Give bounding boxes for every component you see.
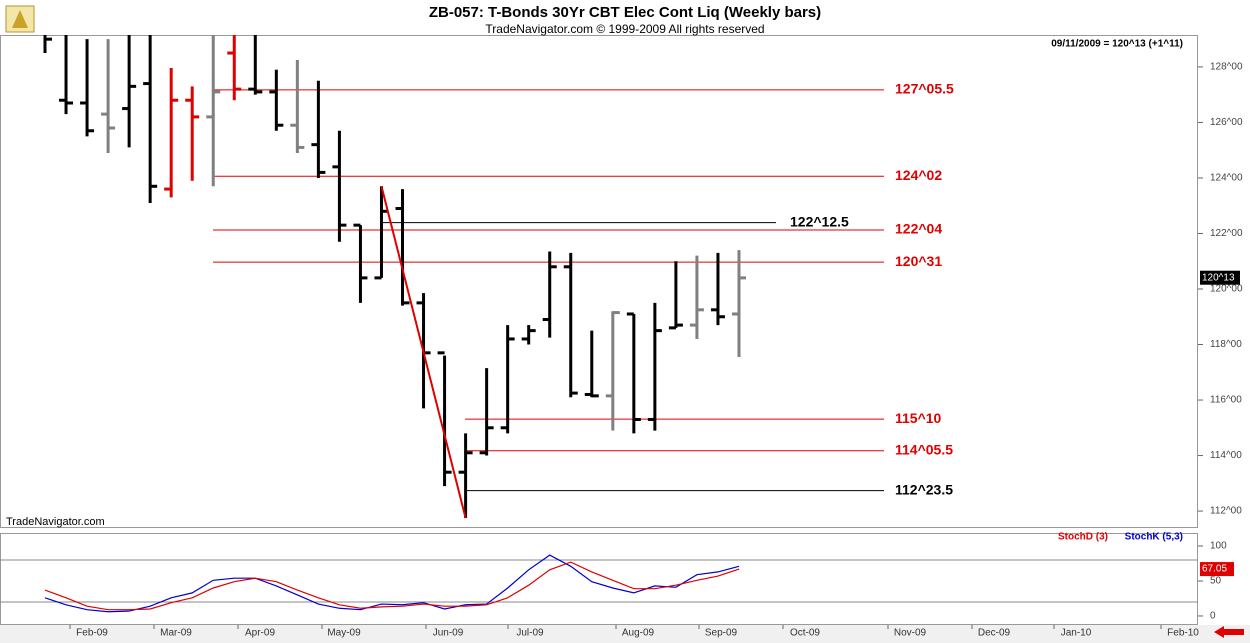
stoch-frame — [0, 533, 1198, 625]
x-tick-label: Jan-10 — [1061, 628, 1092, 639]
y-tick-label: 116^00 — [1210, 395, 1242, 406]
price-plot — [43, 35, 884, 519]
x-tick-label: Jul-09 — [516, 628, 544, 639]
price-frame — [0, 35, 1198, 528]
level-label: 122^04 — [895, 221, 942, 237]
level-label: 127^05.5 — [895, 81, 954, 97]
level-label: 112^23.5 — [895, 481, 953, 497]
stoch-plot — [0, 554, 1198, 613]
y-tick-label: 118^00 — [1210, 339, 1242, 350]
last-value-box — [1200, 562, 1234, 577]
last-value-box — [1200, 270, 1240, 285]
y-tick-label: 112^00 — [1210, 506, 1242, 517]
x-tick-label: Dec-09 — [978, 628, 1011, 639]
x-tick-label: Oct-09 — [790, 628, 820, 639]
level-label: 114^05.5 — [895, 441, 953, 457]
y-tick-label: 100 — [1210, 541, 1227, 552]
x-tick-label: Feb-10 — [1167, 628, 1199, 639]
scroll-arrow[interactable] — [1214, 626, 1244, 638]
info-label: 09/11/2009 = 120^13 (+1^11) — [1051, 39, 1183, 50]
stoch-line — [44, 561, 740, 611]
x-tick-label: Aug-09 — [622, 628, 655, 639]
chart-subtitle: TradeNavigator.com © 1999-2009 All right… — [485, 22, 764, 36]
legend-label: StochD (3) — [1058, 532, 1108, 543]
trend-line — [380, 186, 467, 519]
x-tick-label: May-09 — [327, 628, 361, 639]
legend-label: StochK (5,3) — [1125, 532, 1183, 543]
x-tick-label: Apr-09 — [245, 628, 275, 639]
y-tick-label: 128^00 — [1210, 62, 1243, 73]
x-tick-label: Nov-09 — [894, 628, 927, 639]
last-value-label: 67.05 — [1202, 564, 1227, 575]
y-tick-label: 50 — [1210, 576, 1222, 587]
chart-title: ZB-057: T-Bonds 30Yr CBT Elec Cont Liq (… — [429, 4, 821, 21]
x-tick-label: Mar-09 — [160, 628, 192, 639]
y-tick-label: 120^00 — [1210, 284, 1243, 295]
y-tick-label: 0 — [1210, 611, 1216, 622]
x-tick-label: Jun-09 — [433, 628, 464, 639]
date-strip — [0, 625, 1250, 643]
level-label: 122^12.5 — [790, 213, 849, 229]
x-tick-label: Feb-09 — [76, 628, 108, 639]
level-label: 115^10 — [895, 410, 942, 426]
y-tick-label: 114^00 — [1210, 450, 1242, 461]
level-label: 124^02 — [895, 167, 942, 183]
x-tick-label: Sep-09 — [705, 628, 738, 639]
level-label: 120^31 — [895, 253, 942, 269]
y-tick-label: 122^00 — [1210, 228, 1243, 239]
logo — [5, 5, 35, 33]
last-value-label: 120^13 — [1202, 272, 1235, 283]
y-tick-label: 124^00 — [1210, 173, 1243, 184]
y-tick-label: 126^00 — [1210, 117, 1243, 128]
watermark: TradeNavigator.com — [6, 516, 105, 528]
stoch-line — [44, 554, 740, 613]
